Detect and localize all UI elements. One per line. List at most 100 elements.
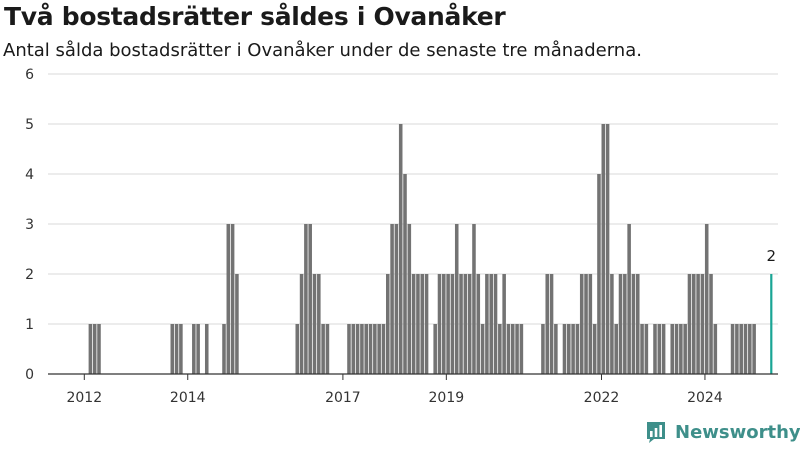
bar (541, 324, 545, 374)
bar (364, 324, 368, 374)
y-tick-label: 0 (25, 367, 34, 383)
bar (416, 274, 420, 374)
bar (644, 324, 649, 374)
bar (502, 274, 506, 374)
bar (498, 324, 502, 374)
bar (700, 274, 705, 374)
bar (222, 324, 226, 374)
bar (442, 274, 446, 374)
bar (692, 274, 696, 374)
bar (472, 224, 476, 374)
bar (601, 124, 606, 374)
bar (308, 224, 312, 374)
bar (562, 324, 567, 374)
bar (88, 324, 93, 374)
bar (704, 224, 709, 374)
bar (631, 274, 636, 374)
bar (325, 324, 330, 374)
bar (575, 324, 580, 374)
bar (683, 324, 687, 374)
bar (463, 274, 468, 374)
bar (398, 124, 403, 374)
bar (321, 324, 325, 374)
bar (304, 224, 308, 374)
bar (454, 224, 459, 374)
bar (295, 324, 300, 374)
bar (403, 174, 407, 374)
y-tick-label: 6 (25, 67, 34, 83)
bar (230, 224, 235, 374)
bar (515, 324, 519, 374)
axes: 0 1 2 3 4 5 6 2 2012 2014 2017 2019 2022 2024 (25, 67, 778, 406)
bar (549, 274, 554, 374)
bar (192, 324, 196, 374)
newsworthy-logo-icon (647, 422, 665, 443)
chart-subtitle: Antal sålda bostadsrätter i Ovanåker und… (3, 40, 642, 61)
bar (661, 324, 666, 374)
bar (411, 274, 416, 374)
bar (196, 324, 200, 374)
bar (235, 274, 239, 374)
bar (640, 324, 644, 374)
bar (567, 324, 571, 374)
bar (420, 274, 425, 374)
bar (709, 274, 713, 374)
bar (360, 324, 364, 374)
bar (179, 324, 183, 374)
bar (730, 324, 735, 374)
bar (170, 324, 175, 374)
bar (204, 324, 209, 374)
y-tick-label: 5 (25, 117, 34, 133)
bar (381, 324, 386, 374)
bar (623, 274, 627, 374)
bar (618, 274, 623, 374)
bar (739, 324, 743, 374)
bar (735, 324, 739, 374)
x-tick-label: 2017 (325, 390, 361, 406)
bar (424, 274, 429, 374)
bar (687, 274, 692, 374)
bar (571, 324, 575, 374)
x-tick-label: 2012 (66, 390, 102, 406)
bar (597, 174, 601, 374)
x-tick-label: 2019 (429, 390, 465, 406)
bar (627, 224, 631, 374)
bar (485, 274, 489, 374)
bar (368, 324, 373, 374)
bar (351, 324, 356, 374)
bar (355, 324, 360, 374)
bar (459, 274, 463, 374)
bar (446, 274, 450, 374)
y-tick-label: 1 (25, 317, 34, 333)
bar (554, 324, 558, 374)
bar (493, 274, 498, 374)
bar (506, 324, 511, 374)
newsworthy-logo: Newsworthy (645, 420, 800, 444)
bar (476, 274, 481, 374)
bar (696, 274, 700, 374)
bar (653, 324, 657, 374)
x-tick-label: 2014 (170, 390, 206, 406)
bar (670, 324, 675, 374)
logo-text: Newsworthy (675, 421, 800, 443)
bar-latest (770, 274, 773, 374)
bar (480, 324, 485, 374)
bar (386, 274, 390, 374)
bar (373, 324, 377, 374)
bar (679, 324, 683, 374)
bar (713, 324, 718, 374)
bar (394, 224, 399, 374)
bar (657, 324, 662, 374)
bar (407, 224, 412, 374)
data-label-latest: 2 (767, 247, 777, 265)
bar (390, 224, 394, 374)
bar (437, 274, 442, 374)
bar (510, 324, 515, 374)
bar (614, 324, 618, 374)
bar (545, 274, 550, 374)
bar (450, 274, 455, 374)
bar (433, 324, 437, 374)
y-tick-label: 3 (25, 217, 34, 233)
bar (174, 324, 179, 374)
